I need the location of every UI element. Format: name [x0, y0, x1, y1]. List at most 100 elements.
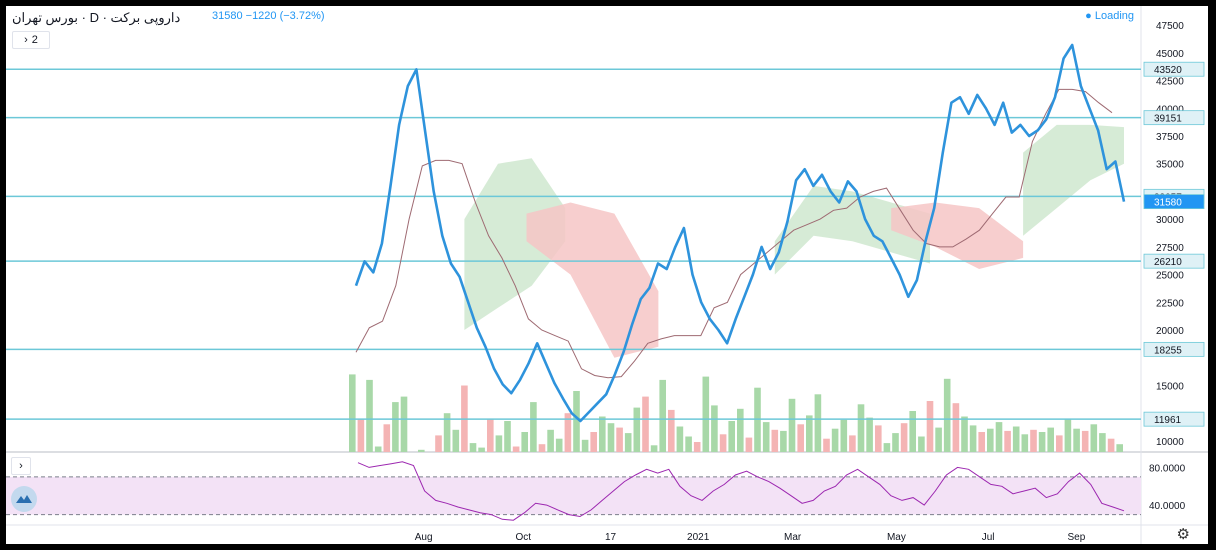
volume-bar [1030, 429, 1037, 452]
volume-bar [564, 413, 572, 452]
loading-indicator: ● Loading [1085, 10, 1134, 22]
volume-bar [995, 422, 1003, 452]
rsi-tick-label: 40.0000 [1149, 501, 1186, 512]
volume-bar [1021, 434, 1029, 452]
volume-bar [719, 434, 727, 452]
volume-bar [875, 425, 882, 452]
volume-bar [814, 394, 822, 452]
price-label-badge [1143, 341, 1205, 357]
y-tick-label: 30000 [1156, 215, 1184, 226]
volume-bar [504, 421, 511, 452]
x-tick-label: Sep [1068, 532, 1086, 543]
volume-bar [357, 418, 365, 452]
volume-bar [418, 449, 425, 452]
volume-bar [452, 429, 460, 452]
price-line-group [354, 43, 1126, 423]
price-label-badge [1143, 61, 1205, 77]
volume-bar [400, 396, 408, 452]
volume-bar [1047, 427, 1054, 452]
volume-bar [892, 433, 899, 452]
chart-canvas[interactable]: 47500 45000 42500 40000 37500 35000 30000 27500… [6, 6, 1208, 544]
volume-bar [711, 405, 718, 452]
volume-bar [1099, 433, 1106, 452]
volume-bar [745, 437, 753, 452]
volume-bar [866, 417, 873, 452]
price-label-badge [1143, 194, 1205, 210]
volume-bar [374, 446, 382, 452]
volume-bar [599, 416, 606, 452]
volume-bar [478, 447, 485, 452]
price-series-line [354, 43, 1126, 423]
volume-bar [788, 398, 796, 452]
volume-bar [1004, 430, 1011, 452]
horizontal-levels [6, 68, 1141, 420]
price-label-badge [1143, 110, 1205, 126]
volume-bar [676, 426, 684, 452]
y-tick-label: 42500 [1156, 77, 1184, 88]
price-label-text: 26210 [1154, 257, 1182, 268]
price-label-badge [1143, 253, 1205, 269]
volume-bar [797, 424, 804, 452]
volume-bar [1012, 426, 1020, 452]
volume-bar [659, 379, 666, 452]
volume-bar [581, 439, 589, 452]
y-tick-label: 25000 [1156, 271, 1184, 282]
x-tick-label: 2021 [687, 532, 710, 543]
cloud-segment-4 [1023, 124, 1124, 236]
baseline-line [355, 88, 1113, 379]
rsi-expand-button[interactable]: › [11, 457, 31, 475]
gear-icon[interactable]: ⚙ [1176, 526, 1190, 543]
volume-bars [349, 374, 1123, 452]
loading-text: Loading [1094, 10, 1134, 22]
volume-bar [823, 438, 830, 452]
volume-bar [978, 432, 985, 452]
volume-bar [547, 429, 554, 452]
volume-bar [607, 423, 615, 452]
volume-bar [969, 425, 977, 452]
volume-bar [1073, 428, 1080, 452]
volume-bar [573, 391, 580, 452]
volume-bar [883, 443, 891, 452]
volume-bar [624, 433, 632, 452]
volume-bar [642, 396, 649, 452]
mountain-logo-icon[interactable] [11, 486, 37, 512]
cloud-segment-2 [774, 185, 930, 275]
volume-bar [849, 435, 856, 452]
volume-bar [530, 402, 537, 452]
volume-bar [831, 428, 839, 452]
volume-bar [771, 429, 779, 452]
volume-bar [762, 422, 770, 452]
volume-bar [909, 411, 916, 452]
volume-bar [806, 415, 813, 452]
volume-bar [521, 432, 528, 452]
price-label-text: 18255 [1154, 345, 1182, 356]
volume-bar [435, 435, 442, 452]
y-tick-label: 27500 [1156, 243, 1184, 254]
volume-bar [538, 444, 546, 452]
x-tick-label: May [887, 532, 906, 543]
price-label-text: 11961 [1154, 415, 1182, 426]
volume-bar [900, 423, 908, 452]
y-tick-label: 40000 [1156, 104, 1184, 115]
y-tick-label: 15000 [1156, 381, 1184, 392]
axes: 47500 45000 42500 40000 37500 35000 30000 27500… [415, 21, 1205, 543]
cloud-segment-0 [464, 158, 566, 330]
indicator-toggle-button[interactable]: › 2 [12, 31, 50, 49]
volume-bar [943, 378, 951, 452]
volume-bar [443, 413, 451, 452]
cloud-segment-3 [891, 202, 1024, 269]
volume-bar [737, 408, 744, 452]
price-change: 31580 −1220 (−3.72%) [212, 10, 325, 22]
volume-bar [1107, 438, 1115, 452]
y-tick-label: 47500 [1156, 21, 1184, 32]
y-tick-label: 35000 [1156, 160, 1184, 171]
volume-bar [857, 404, 865, 452]
rsi-tick-label: 80.0000 [1149, 463, 1186, 474]
x-tick-label: Mar [784, 532, 802, 543]
chevron-right-icon: › [24, 34, 28, 46]
volume-bar [728, 421, 735, 452]
volume-bar [702, 376, 710, 452]
ichimoku-cloud [464, 124, 1124, 358]
y-tick-label: 10000 [1156, 437, 1184, 448]
y-tick-label: 37500 [1156, 132, 1184, 143]
